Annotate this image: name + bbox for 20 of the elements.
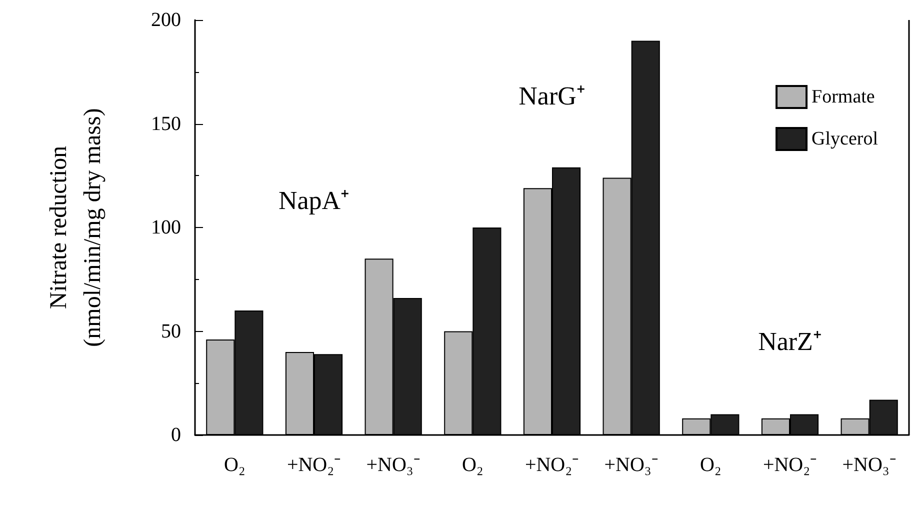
- y-tick-label: 0: [171, 424, 181, 446]
- legend-label: Formate: [812, 86, 875, 108]
- y-tick-label: 200: [151, 9, 181, 31]
- x-tick-label: +NO₃⁻: [842, 454, 896, 476]
- annotation: NarG⁺: [518, 81, 586, 110]
- legend-label: Glycerol: [812, 128, 878, 150]
- y-axis-title: Nitrate reduction (nmol/min/mg dry mass): [46, 108, 106, 347]
- x-tick-label: +NO₂⁻: [762, 454, 818, 476]
- x-tick-label: O₂: [462, 454, 484, 476]
- x-tick-label: +NO₂⁻: [286, 454, 342, 476]
- x-tick-label: +NO₃⁻: [366, 454, 420, 476]
- x-tick-label: +NO₂⁻: [524, 454, 580, 476]
- y-tick-label: 100: [151, 216, 181, 238]
- y-tick-label: 150: [151, 112, 181, 135]
- x-tick-label: +NO₃⁻: [604, 454, 658, 476]
- y-tick-label: 50: [161, 320, 181, 342]
- x-tick-label: O₂: [224, 454, 246, 476]
- annotation: NarZ⁺: [758, 327, 822, 356]
- x-tick-label: O₂: [700, 454, 722, 476]
- annotation: NapA⁺: [278, 186, 350, 216]
